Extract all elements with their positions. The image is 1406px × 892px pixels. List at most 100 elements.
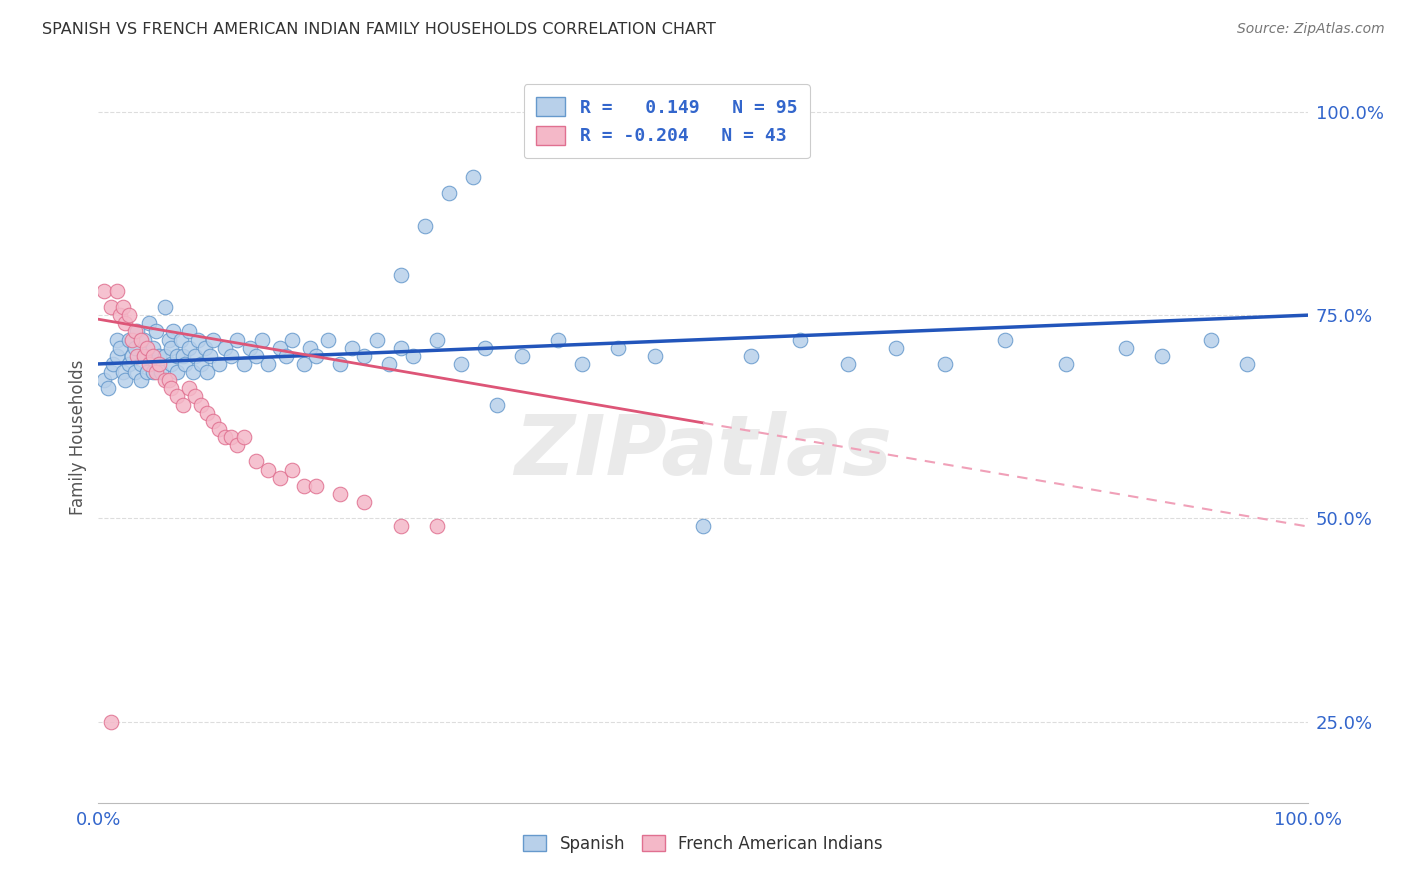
Point [198, 349, 221, 363]
Point [994, 333, 1017, 347]
Point [114, 316, 136, 330]
Point [179, 325, 201, 339]
Point [118, 308, 141, 322]
Point [166, 349, 188, 363]
Point [166, 389, 188, 403]
Legend: Spanish, French American Indians: Spanish, French American Indians [523, 835, 883, 853]
Point [111, 365, 134, 379]
Point [127, 325, 149, 339]
Point [426, 333, 449, 347]
Point [162, 325, 184, 339]
Point [114, 373, 136, 387]
Point [329, 357, 352, 371]
Point [256, 357, 278, 371]
Point [129, 357, 152, 371]
Point [157, 373, 180, 387]
Point [402, 349, 425, 363]
Point [226, 333, 249, 347]
Point [105, 349, 128, 363]
Point [194, 341, 217, 355]
Point [740, 349, 762, 363]
Point [789, 333, 811, 347]
Point [299, 341, 322, 355]
Point [413, 219, 436, 233]
Point [463, 169, 485, 184]
Point [93, 373, 115, 387]
Point [174, 357, 197, 371]
Point [202, 333, 225, 347]
Point [837, 357, 859, 371]
Point [269, 471, 291, 485]
Point [134, 349, 156, 363]
Point [1236, 357, 1258, 371]
Point [190, 357, 212, 371]
Point [214, 430, 236, 444]
Point [166, 365, 188, 379]
Point [157, 333, 180, 347]
Point [245, 349, 267, 363]
Point [1054, 357, 1077, 371]
Point [118, 333, 141, 347]
Point [644, 349, 666, 363]
Point [281, 333, 304, 347]
Point [232, 357, 254, 371]
Point [486, 398, 509, 412]
Point [184, 349, 207, 363]
Point [353, 349, 375, 363]
Point [135, 365, 157, 379]
Point [127, 349, 149, 363]
Point [145, 365, 167, 379]
Point [111, 300, 134, 314]
Point [208, 357, 231, 371]
Point [172, 349, 194, 363]
Point [124, 365, 146, 379]
Point [142, 349, 165, 363]
Point [153, 300, 176, 314]
Point [886, 341, 908, 355]
Point [129, 373, 152, 387]
Point [101, 357, 124, 371]
Point [269, 341, 291, 355]
Point [97, 381, 120, 395]
Point [145, 325, 167, 339]
Point [214, 341, 236, 355]
Point [292, 479, 315, 493]
Point [607, 341, 630, 355]
Point [160, 357, 183, 371]
Point [138, 357, 160, 371]
Point [169, 333, 191, 347]
Point [190, 398, 212, 412]
Point [129, 333, 152, 347]
Point [1199, 333, 1222, 347]
Point [172, 398, 194, 412]
Point [1152, 349, 1174, 363]
Point [108, 308, 131, 322]
Point [426, 519, 449, 533]
Point [389, 341, 412, 355]
Point [195, 365, 218, 379]
Point [124, 325, 146, 339]
Point [208, 422, 231, 436]
Point [329, 487, 352, 501]
Point [100, 300, 122, 314]
Point [342, 341, 364, 355]
Point [934, 357, 956, 371]
Point [118, 357, 141, 371]
Point [160, 341, 183, 355]
Point [292, 357, 315, 371]
Point [256, 462, 278, 476]
Text: ZIPatlas: ZIPatlas [515, 411, 891, 492]
Point [437, 186, 460, 201]
Point [187, 333, 209, 347]
Point [274, 349, 297, 363]
Point [250, 333, 273, 347]
Point [239, 341, 262, 355]
Point [1115, 341, 1137, 355]
Point [179, 341, 201, 355]
Point [450, 357, 472, 371]
Point [124, 341, 146, 355]
Point [148, 349, 170, 363]
Point [547, 333, 569, 347]
Point [281, 462, 304, 476]
Point [153, 373, 176, 387]
